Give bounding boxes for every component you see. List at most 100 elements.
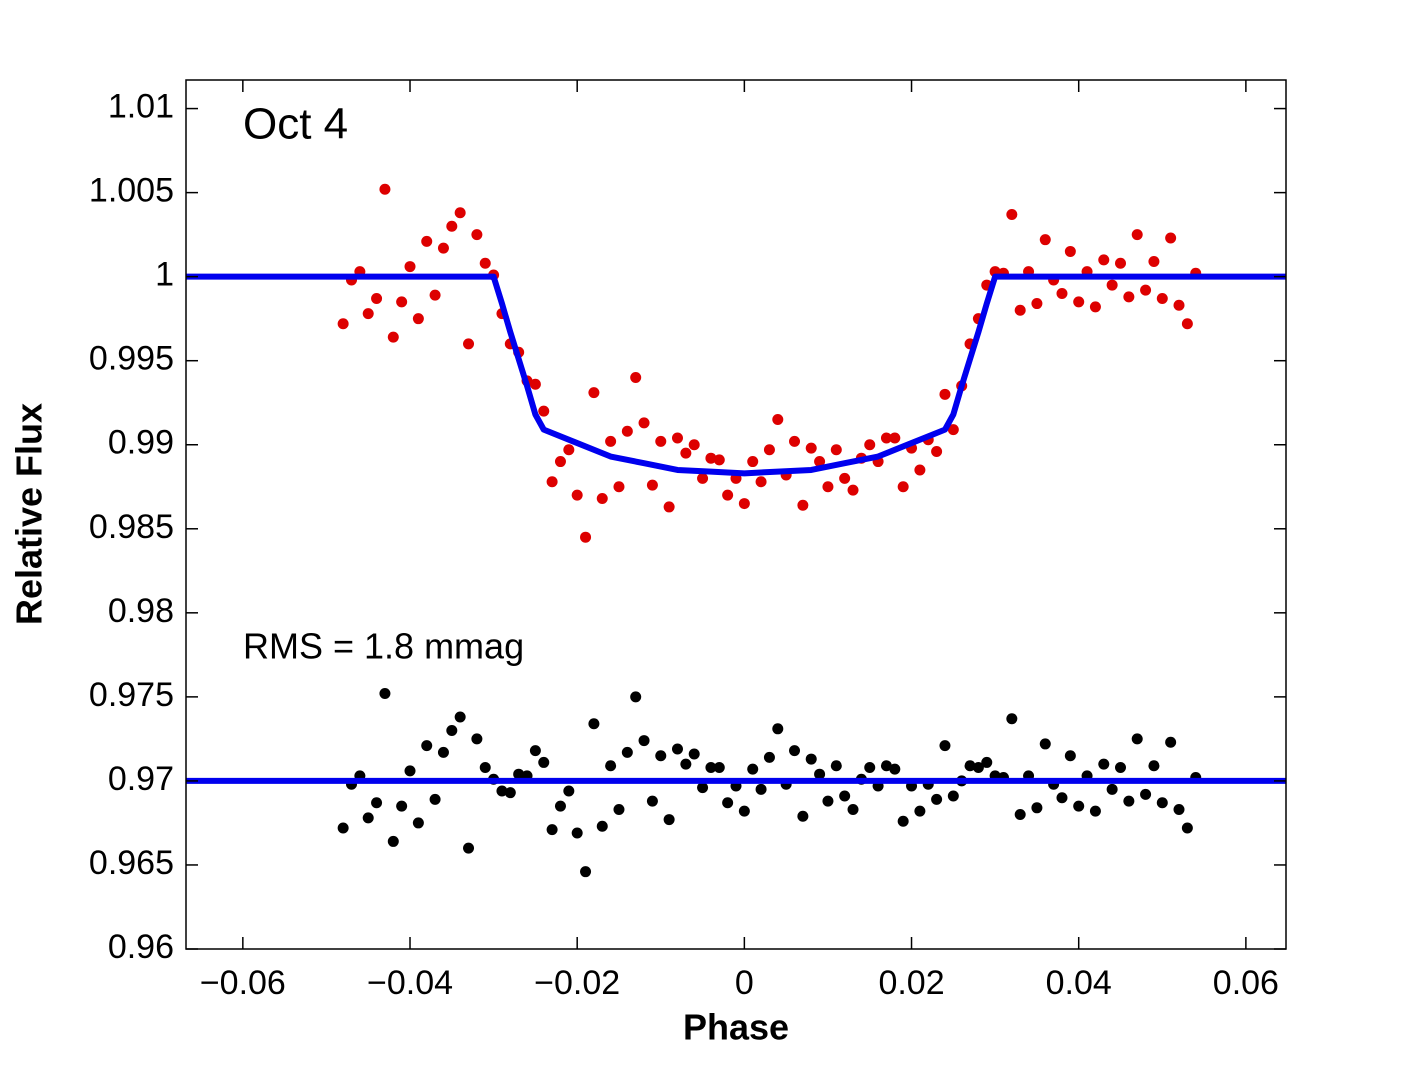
y-tick-label: 0.96 bbox=[108, 928, 174, 966]
data-point bbox=[1140, 788, 1152, 800]
data-point bbox=[1114, 761, 1126, 773]
x-tick-label: 0.06 bbox=[1213, 964, 1279, 1002]
data-point bbox=[554, 800, 566, 812]
data-point bbox=[1056, 792, 1068, 804]
data-point bbox=[429, 793, 441, 805]
data-point bbox=[655, 750, 667, 762]
data-point bbox=[671, 743, 683, 755]
data-point bbox=[1031, 298, 1043, 310]
data-point bbox=[412, 817, 424, 829]
data-point bbox=[822, 795, 834, 807]
data-point bbox=[1114, 257, 1126, 269]
data-point bbox=[337, 318, 349, 330]
data-point bbox=[797, 810, 809, 822]
data-point bbox=[738, 805, 750, 817]
data-point bbox=[680, 447, 692, 459]
data-point bbox=[1098, 254, 1110, 266]
data-point bbox=[1064, 750, 1076, 762]
data-point bbox=[437, 746, 449, 758]
data-point bbox=[554, 456, 566, 468]
data-point bbox=[421, 740, 433, 752]
data-point bbox=[1014, 304, 1026, 316]
x-axis-label: Phase bbox=[683, 1007, 789, 1048]
data-point bbox=[1148, 256, 1160, 268]
data-point bbox=[880, 432, 892, 444]
data-point bbox=[421, 235, 433, 247]
data-point bbox=[1089, 301, 1101, 313]
y-axis-label: Relative Flux bbox=[9, 403, 50, 625]
data-point bbox=[1165, 736, 1177, 748]
data-point bbox=[1140, 284, 1152, 296]
x-tick-label: −0.06 bbox=[200, 964, 286, 1002]
data-point bbox=[471, 733, 483, 745]
data-point bbox=[705, 761, 717, 773]
data-point bbox=[529, 745, 541, 757]
data-point bbox=[663, 501, 675, 513]
data-point bbox=[1073, 296, 1085, 308]
data-point bbox=[747, 763, 759, 775]
model-line bbox=[186, 273, 1286, 477]
plot-frame bbox=[185, 79, 1287, 950]
data-point bbox=[897, 815, 909, 827]
annotation: Oct 4 bbox=[243, 100, 348, 149]
data-point bbox=[571, 489, 583, 501]
data-point bbox=[847, 484, 859, 496]
data-point bbox=[789, 745, 801, 757]
data-point bbox=[1165, 232, 1177, 244]
data-point bbox=[580, 866, 592, 878]
data-point bbox=[697, 782, 709, 794]
data-point bbox=[496, 785, 508, 797]
data-point bbox=[705, 452, 717, 464]
data-point bbox=[446, 220, 458, 232]
data-point bbox=[1123, 291, 1135, 303]
annotation: RMS = 1.8 mmag bbox=[243, 626, 524, 667]
data-point bbox=[504, 787, 516, 799]
data-point bbox=[588, 387, 600, 399]
x-tick-label: −0.04 bbox=[367, 964, 453, 1002]
data-point bbox=[830, 444, 842, 456]
data-point bbox=[1123, 795, 1135, 807]
data-point bbox=[1056, 287, 1068, 299]
data-point bbox=[931, 445, 943, 457]
data-point bbox=[613, 481, 625, 493]
data-point bbox=[538, 756, 550, 768]
data-point bbox=[437, 242, 449, 254]
data-point bbox=[822, 481, 834, 493]
data-point bbox=[1131, 229, 1143, 241]
data-point bbox=[939, 388, 951, 400]
data-point bbox=[864, 761, 876, 773]
data-point bbox=[964, 760, 976, 772]
data-point bbox=[613, 803, 625, 815]
data-point bbox=[588, 718, 600, 730]
data-point bbox=[1014, 809, 1026, 821]
data-point bbox=[722, 489, 734, 501]
y-tick-label: 0.985 bbox=[89, 508, 174, 546]
data-point bbox=[630, 691, 642, 703]
data-point bbox=[747, 456, 759, 468]
data-point bbox=[1006, 713, 1018, 725]
data-point bbox=[931, 793, 943, 805]
data-point bbox=[546, 824, 558, 836]
data-point bbox=[621, 746, 633, 758]
data-point bbox=[839, 472, 851, 484]
x-tick-label: 0.02 bbox=[878, 964, 944, 1002]
data-point bbox=[947, 790, 959, 802]
x-tick-label: 0.04 bbox=[1046, 964, 1112, 1002]
data-point bbox=[722, 797, 734, 809]
data-point bbox=[454, 207, 466, 219]
data-point bbox=[1181, 318, 1193, 330]
data-point bbox=[446, 724, 458, 736]
data-point bbox=[638, 417, 650, 429]
y-tick-label: 0.97 bbox=[108, 760, 174, 798]
data-point bbox=[814, 768, 826, 780]
data-point bbox=[1181, 822, 1193, 834]
data-point bbox=[371, 293, 383, 305]
data-point bbox=[688, 748, 700, 760]
data-point bbox=[1106, 279, 1118, 291]
data-point bbox=[814, 456, 826, 468]
data-point bbox=[463, 338, 475, 350]
data-point bbox=[362, 812, 374, 824]
y-tick-label: 1 bbox=[155, 256, 174, 294]
